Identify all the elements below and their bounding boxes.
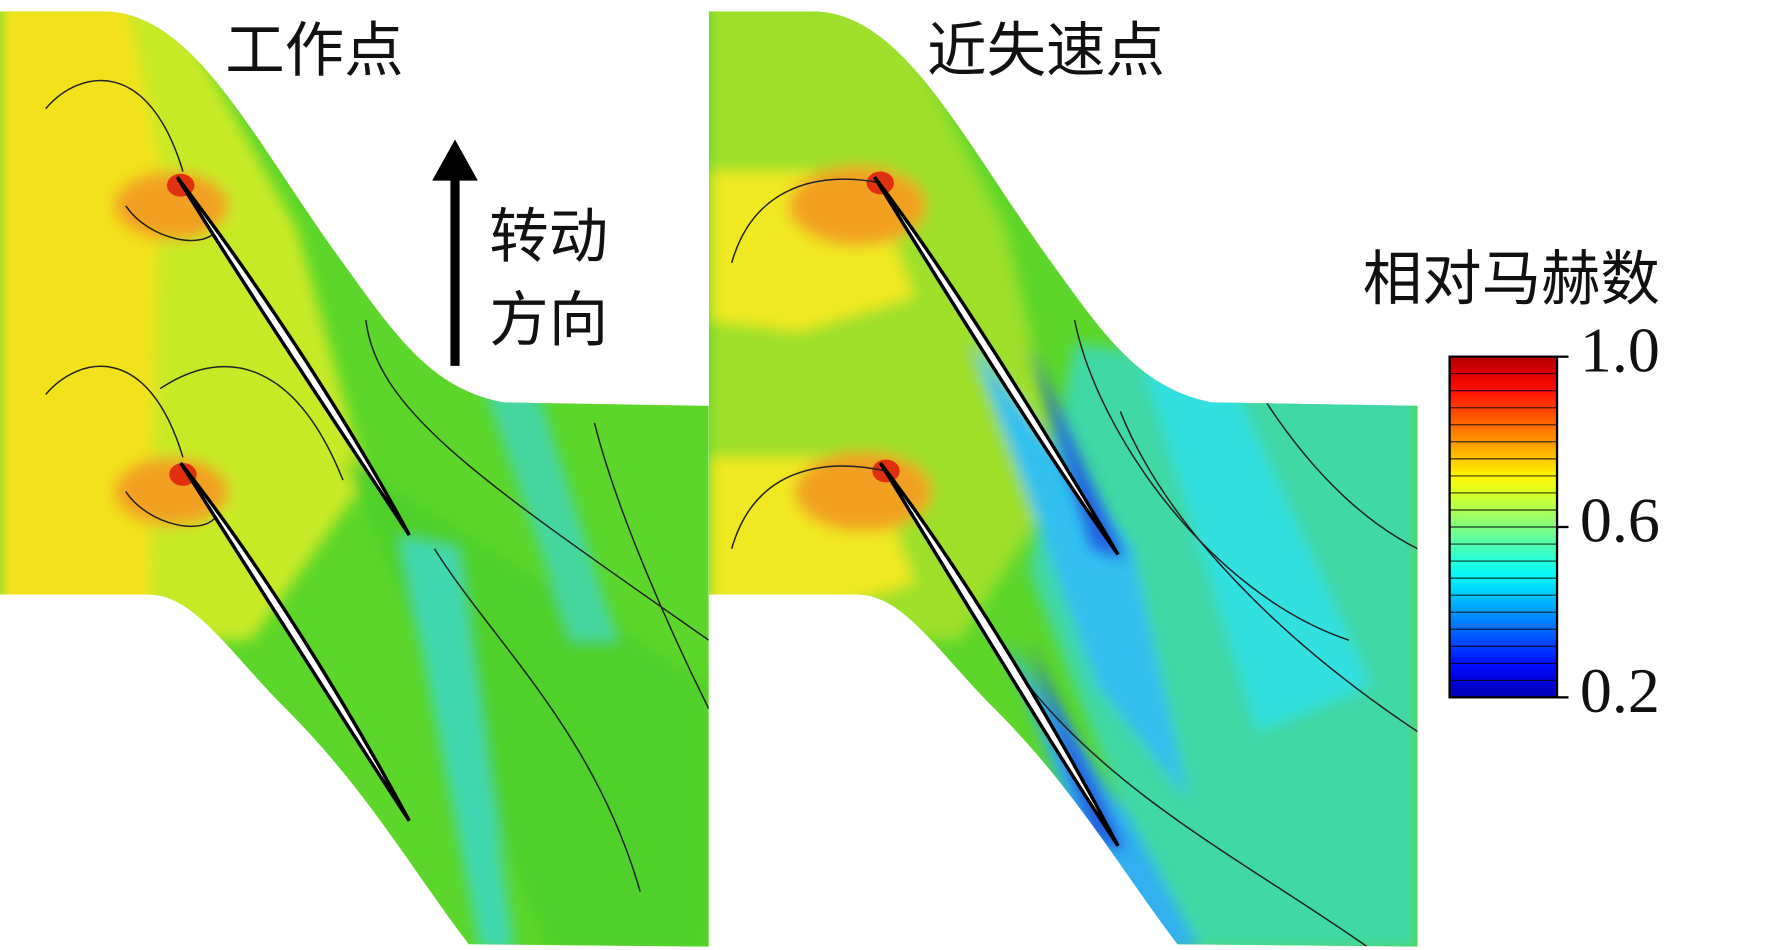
colorbar-tick-label: 1.0: [1580, 314, 1660, 385]
colorbar-tick-label: 0.2: [1580, 655, 1660, 726]
contour-right: [708, 11, 1418, 947]
panel-title: 工作点: [225, 17, 403, 86]
colorbar-tick-label: 0.6: [1580, 485, 1660, 556]
rotation-arrow-head: [432, 139, 478, 181]
contour-left: [0, 11, 709, 947]
colorbar-title: 相对马赫数: [1363, 246, 1660, 315]
panel-title: 近失速点: [927, 17, 1165, 86]
rotation-label: 转动: [489, 203, 608, 272]
rotation-label: 方向: [489, 287, 608, 356]
